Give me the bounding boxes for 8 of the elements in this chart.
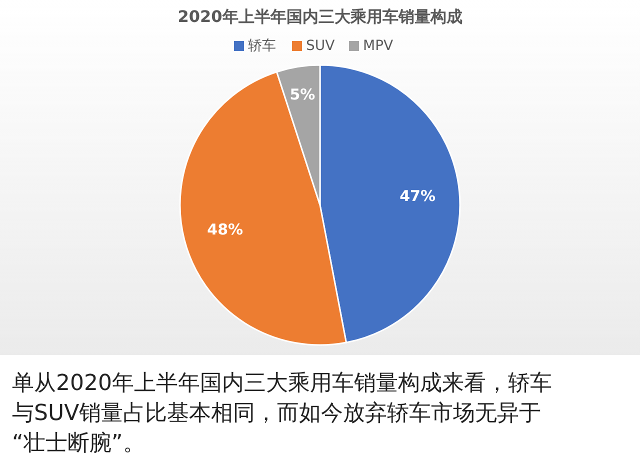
- data-label: 5%: [290, 85, 316, 104]
- legend-label: 轿车: [248, 38, 276, 54]
- data-label: 47%: [400, 186, 436, 205]
- chart-title: 2020年上半年国内三大乘用车销量构成: [178, 7, 462, 26]
- text: 单从2020年上半年国内三大乘用车销量构成来看，轿车与SUV销量占比基本相同，而如今放弃轿车市场无异于“壮士断腕”。: [12, 371, 552, 456]
- data-label: 48%: [207, 220, 244, 238]
- legend-label: MPV: [363, 38, 394, 54]
- legend-label: SUV: [306, 38, 336, 54]
